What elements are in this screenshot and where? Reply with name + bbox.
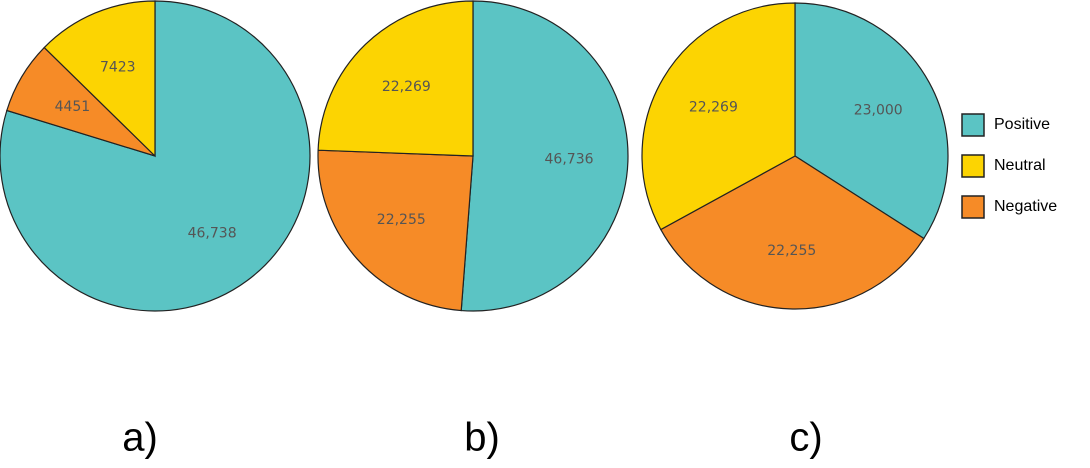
legend-swatch	[961, 113, 985, 137]
pie-slice	[460, 0, 629, 312]
pie-slice	[43, 0, 156, 158]
chart-label: a)	[122, 416, 158, 460]
chart-label: b)	[464, 416, 500, 460]
pie-slice	[660, 155, 925, 310]
pie-slice	[317, 149, 474, 312]
legend-label: Neutral	[994, 157, 1046, 174]
value-label: 7423	[100, 59, 136, 75]
value-label: 22,255	[767, 243, 816, 259]
pie-slice	[794, 2, 949, 240]
legend-swatch	[961, 195, 985, 219]
legend-label: Negative	[994, 198, 1057, 215]
chart-label: c)	[789, 416, 822, 460]
legend-label: Positive	[994, 116, 1050, 133]
pie-slice	[317, 0, 474, 157]
legend-swatch	[961, 154, 985, 178]
value-label: 22,269	[689, 100, 738, 116]
value-label: 46,738	[188, 225, 237, 241]
value-label: 22,269	[382, 79, 431, 95]
value-label: 22,255	[377, 212, 426, 228]
value-label: 46,736	[545, 152, 594, 168]
pie-slice	[641, 2, 796, 231]
value-label: 4451	[55, 99, 91, 115]
value-label: 23,000	[854, 102, 903, 118]
